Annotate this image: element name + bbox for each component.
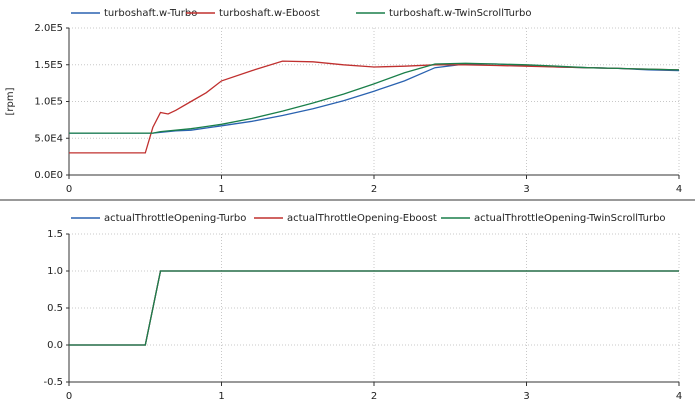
x-tick-label: 4: [676, 391, 682, 402]
y-tick-label: 1.5E5: [34, 60, 63, 71]
y-tick-label: -0.5: [43, 377, 63, 388]
y-tick-label: 1.0: [47, 266, 63, 277]
x-tick-label: 2: [371, 184, 377, 195]
legend-label: turboshaft.w-TwinScrollTurbo: [389, 8, 532, 19]
y-axis-label: [rpm]: [5, 87, 16, 115]
series-line: [69, 63, 680, 134]
x-tick-label: 0: [66, 184, 72, 195]
x-tick-label: 0: [66, 391, 72, 402]
series-line: [69, 60, 680, 154]
x-tick-label: 2: [371, 391, 377, 402]
y-tick-label: 1.0E5: [34, 97, 63, 108]
legend-label: actualThrottleOpening-Turbo: [104, 213, 246, 224]
y-tick-label: 0.0E0: [34, 170, 63, 181]
y-tick-label: 2.0E5: [34, 23, 63, 34]
legend-label: turboshaft.w-Turbo: [104, 8, 197, 19]
series-line: [69, 62, 680, 134]
y-tick-label: 0.5: [47, 303, 63, 314]
x-tick-label: 1: [218, 391, 224, 402]
x-tick-label: 3: [523, 184, 529, 195]
y-tick-label: 1.5: [47, 229, 63, 240]
legend-label: actualThrottleOpening-Eboost: [287, 213, 437, 224]
x-tick-label: 1: [218, 184, 224, 195]
y-tick-label: 0.0: [47, 340, 63, 351]
x-tick-label: 3: [523, 391, 529, 402]
x-tick-label: 4: [676, 184, 682, 195]
legend-label: actualThrottleOpening-TwinScrollTurbo: [474, 213, 666, 224]
series-line: [69, 270, 679, 346]
y-tick-label: 5.0E4: [34, 133, 63, 144]
legend-label: turboshaft.w-Eboost: [219, 8, 320, 19]
